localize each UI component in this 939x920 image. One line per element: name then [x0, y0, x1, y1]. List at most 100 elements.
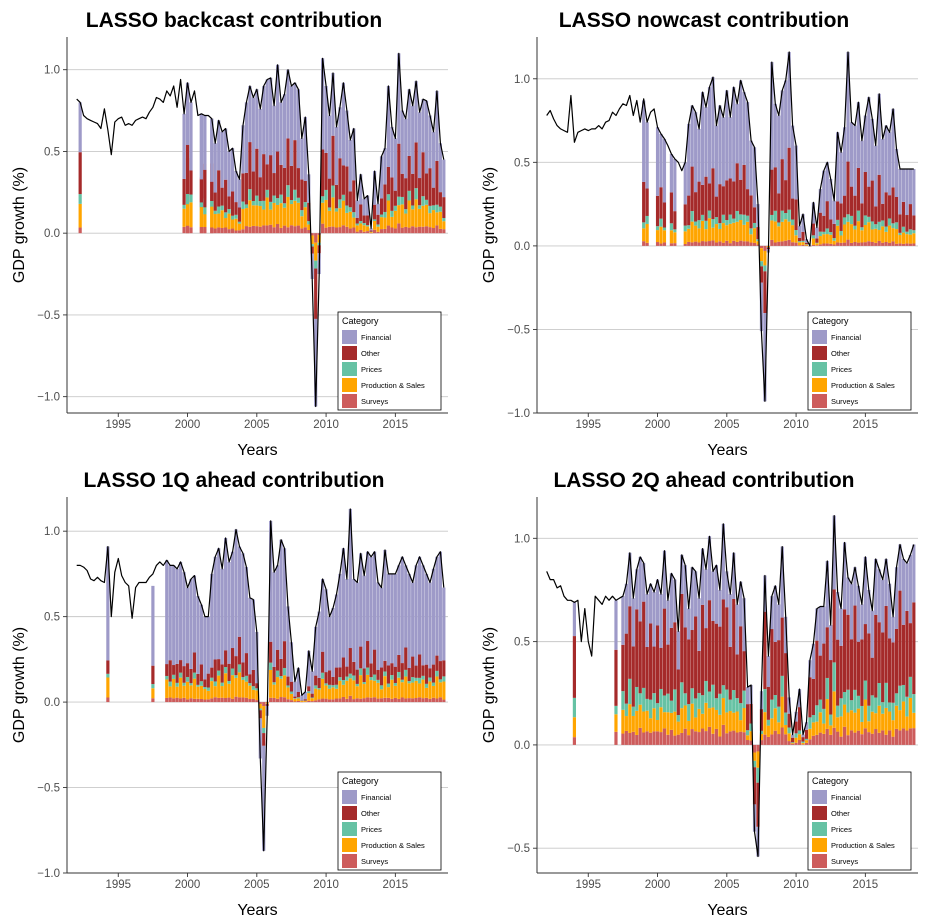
x-tick-label: 2000 [645, 879, 671, 891]
bar-segment-production-sales [825, 699, 829, 729]
legend-item-label: Production & Sales [361, 841, 425, 850]
bar-segment-other [241, 173, 245, 202]
bar-segment-prices [780, 675, 784, 697]
bar-segment-financial [818, 606, 822, 656]
bar-segment-other [296, 691, 300, 698]
bar-segment-financial [248, 597, 252, 675]
bar-segment-production-sales [645, 223, 649, 243]
bar-segment-financial [642, 100, 646, 182]
bar-segment-financial [338, 573, 342, 668]
bar-segment-prices [770, 214, 774, 221]
bar-segment-prices [898, 232, 902, 235]
bar-segment-other [863, 624, 867, 681]
bar-segment-surveys [863, 242, 867, 246]
bar-segment-production-sales [431, 210, 436, 228]
bar-segment-production-sales [165, 679, 169, 698]
bar-segment-financial [846, 577, 850, 615]
bar-segment-prices [718, 693, 722, 715]
bar-segment-prices [856, 210, 861, 222]
bar-segment-surveys [853, 241, 857, 246]
bar-segment-other [185, 663, 190, 677]
bar-segment-production-sales [366, 226, 370, 232]
bar-segment-other [739, 626, 743, 704]
bar-segment-prices [404, 669, 408, 677]
bar-segment-production-sales [199, 685, 203, 700]
bar-segment-surveys [338, 227, 342, 234]
bar-segment-prices [227, 209, 231, 214]
bar-segment-other [749, 703, 753, 724]
bar-segment-other [282, 167, 287, 204]
bar-segment-production-sales [815, 721, 819, 735]
bar-segment-production-sales [293, 200, 297, 227]
bar-segment-financial [237, 179, 242, 208]
bar-segment-production-sales [303, 700, 307, 702]
bar-segment-other [732, 181, 736, 219]
bar-segment-other [397, 654, 401, 672]
legend-item-label: Prices [831, 365, 852, 374]
bar-segment-production-sales [759, 734, 764, 741]
bar-segment-other [901, 201, 906, 227]
panel-backcast: LASSO backcast contribution −1.0 −0.5 0.0 0.… [0, 0, 469, 460]
bar-segment-other [269, 155, 273, 202]
bar-segment-production-sales [614, 714, 618, 732]
bar-segment-surveys [836, 242, 840, 246]
bar-segment-financial [784, 80, 788, 181]
bar-segment-other [721, 186, 725, 215]
bar-segment-prices [669, 700, 673, 713]
bar-segment-financial [390, 573, 394, 664]
bar-segment-surveys [310, 701, 314, 703]
bar-segment-other [366, 641, 370, 668]
bar-segment-prices [773, 695, 777, 709]
bar-segment-other [442, 660, 446, 677]
bar-segment-other [832, 589, 836, 663]
bar-segment-surveys [362, 698, 366, 703]
bar-segment-surveys [296, 700, 300, 703]
bar-segment-other [352, 661, 356, 676]
bar-segment-production-sales [780, 221, 784, 242]
bar-segment-production-sales [234, 677, 238, 697]
bar-segment-production-sales [687, 720, 691, 736]
bar-segment-other [279, 658, 283, 677]
bar-segment-prices [182, 204, 186, 209]
bar-segment-other [400, 663, 404, 680]
chart-title: LASSO 1Q ahead contribution [83, 469, 384, 492]
bar-segment-surveys [390, 227, 394, 234]
bar-segment-surveys [739, 731, 743, 745]
bar-segment-production-sales [206, 690, 210, 700]
bar-segment-prices [839, 698, 843, 717]
bar-segment-other [905, 215, 909, 232]
bar-segment-other [697, 650, 701, 693]
bar-segment-surveys [435, 698, 439, 703]
bar-segment-financial [867, 97, 871, 187]
bar-segment-prices [397, 671, 401, 678]
bar-segment-financial [694, 112, 698, 193]
bar-segment-surveys [756, 744, 760, 752]
bar-segment-other [690, 630, 694, 689]
bar-segment-production-sales [749, 234, 753, 243]
bar-segment-financial [220, 568, 224, 665]
bar-segment-surveys [199, 226, 203, 234]
y-axis-label: GDP growth (%) [481, 627, 498, 743]
bar-segment-prices [905, 231, 909, 235]
bar-segment-financial [669, 573, 673, 628]
bar-segment-financial [832, 200, 836, 224]
bar-segment-financial [345, 110, 349, 167]
bar-segment-surveys [881, 730, 885, 745]
bar-segment-prices [428, 205, 432, 214]
bar-segment-financial [372, 551, 377, 650]
bar-segment-other [400, 173, 404, 197]
bar-segment-financial [718, 105, 722, 185]
bar-segment-prices [359, 220, 363, 224]
bar-segment-other [687, 639, 691, 705]
bar-segment-surveys [172, 698, 176, 703]
bar-segment-financial [673, 579, 677, 623]
bar-segment-production-sales [846, 221, 850, 240]
bar-segment-surveys [732, 730, 736, 745]
bar-segment-production-sales [856, 221, 861, 243]
bar-segment-production-sales [217, 675, 221, 698]
bar-segment-production-sales [331, 687, 335, 700]
gdp-line [546, 51, 914, 402]
bar-segment-prices [168, 681, 172, 687]
bar-segment-financial [794, 711, 798, 722]
bar-segment-prices [825, 228, 829, 235]
